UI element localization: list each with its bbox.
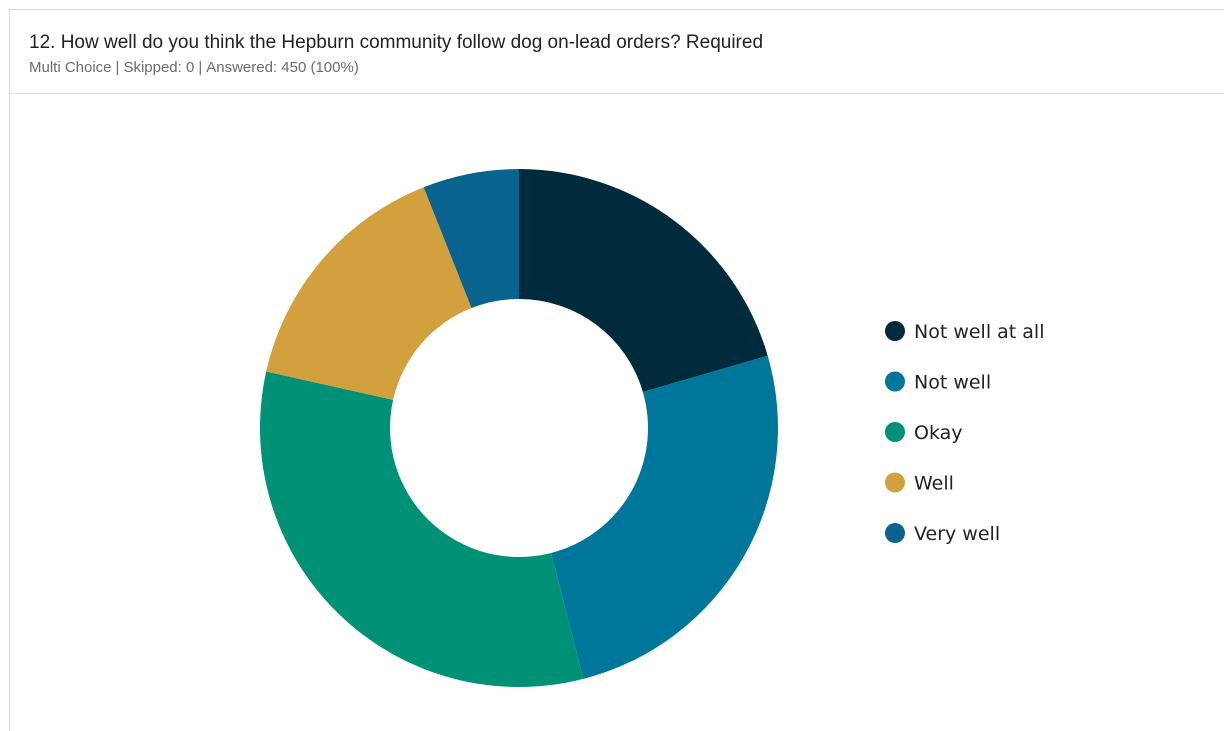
- question-meta: Multi Choice | Skipped: 0 | Answered: 450 (1…: [29, 59, 359, 76]
- question-title: 12. How well do you think the Hepburn co…: [29, 32, 764, 53]
- legend-label-very-well[interactable]: Very well: [914, 523, 1000, 545]
- skipped-count: Skipped: 0: [123, 59, 195, 76]
- legend-marker-not-well-at-all: [885, 321, 905, 341]
- legend-marker-not-well: [885, 371, 905, 392]
- slice-well[interactable]: [266, 187, 472, 400]
- slice-not-well[interactable]: [551, 355, 778, 679]
- legend-label-okay[interactable]: Okay: [914, 422, 963, 444]
- chart-legend: Not well at all Not well Okay Well Very well: [885, 321, 1045, 545]
- legend-label-not-well-at-all[interactable]: Not well at all: [914, 321, 1045, 343]
- slice-not-well-at-all[interactable]: [519, 169, 768, 393]
- legend-marker-very-well: [885, 523, 905, 543]
- legend-label-well[interactable]: Well: [914, 473, 954, 495]
- question-type: Multi Choice: [29, 59, 112, 76]
- answered-count: Answered: 450 (100%): [206, 59, 359, 76]
- legend-marker-okay: [885, 422, 905, 442]
- legend-label-not-well[interactable]: Not well: [914, 372, 991, 394]
- donut-slices: [260, 169, 778, 687]
- legend-marker-well: [885, 472, 905, 493]
- slice-very-well[interactable]: [423, 169, 519, 309]
- question-header: 12. How well do you think the Hepburn co…: [10, 10, 1224, 94]
- slice-okay[interactable]: [260, 371, 584, 687]
